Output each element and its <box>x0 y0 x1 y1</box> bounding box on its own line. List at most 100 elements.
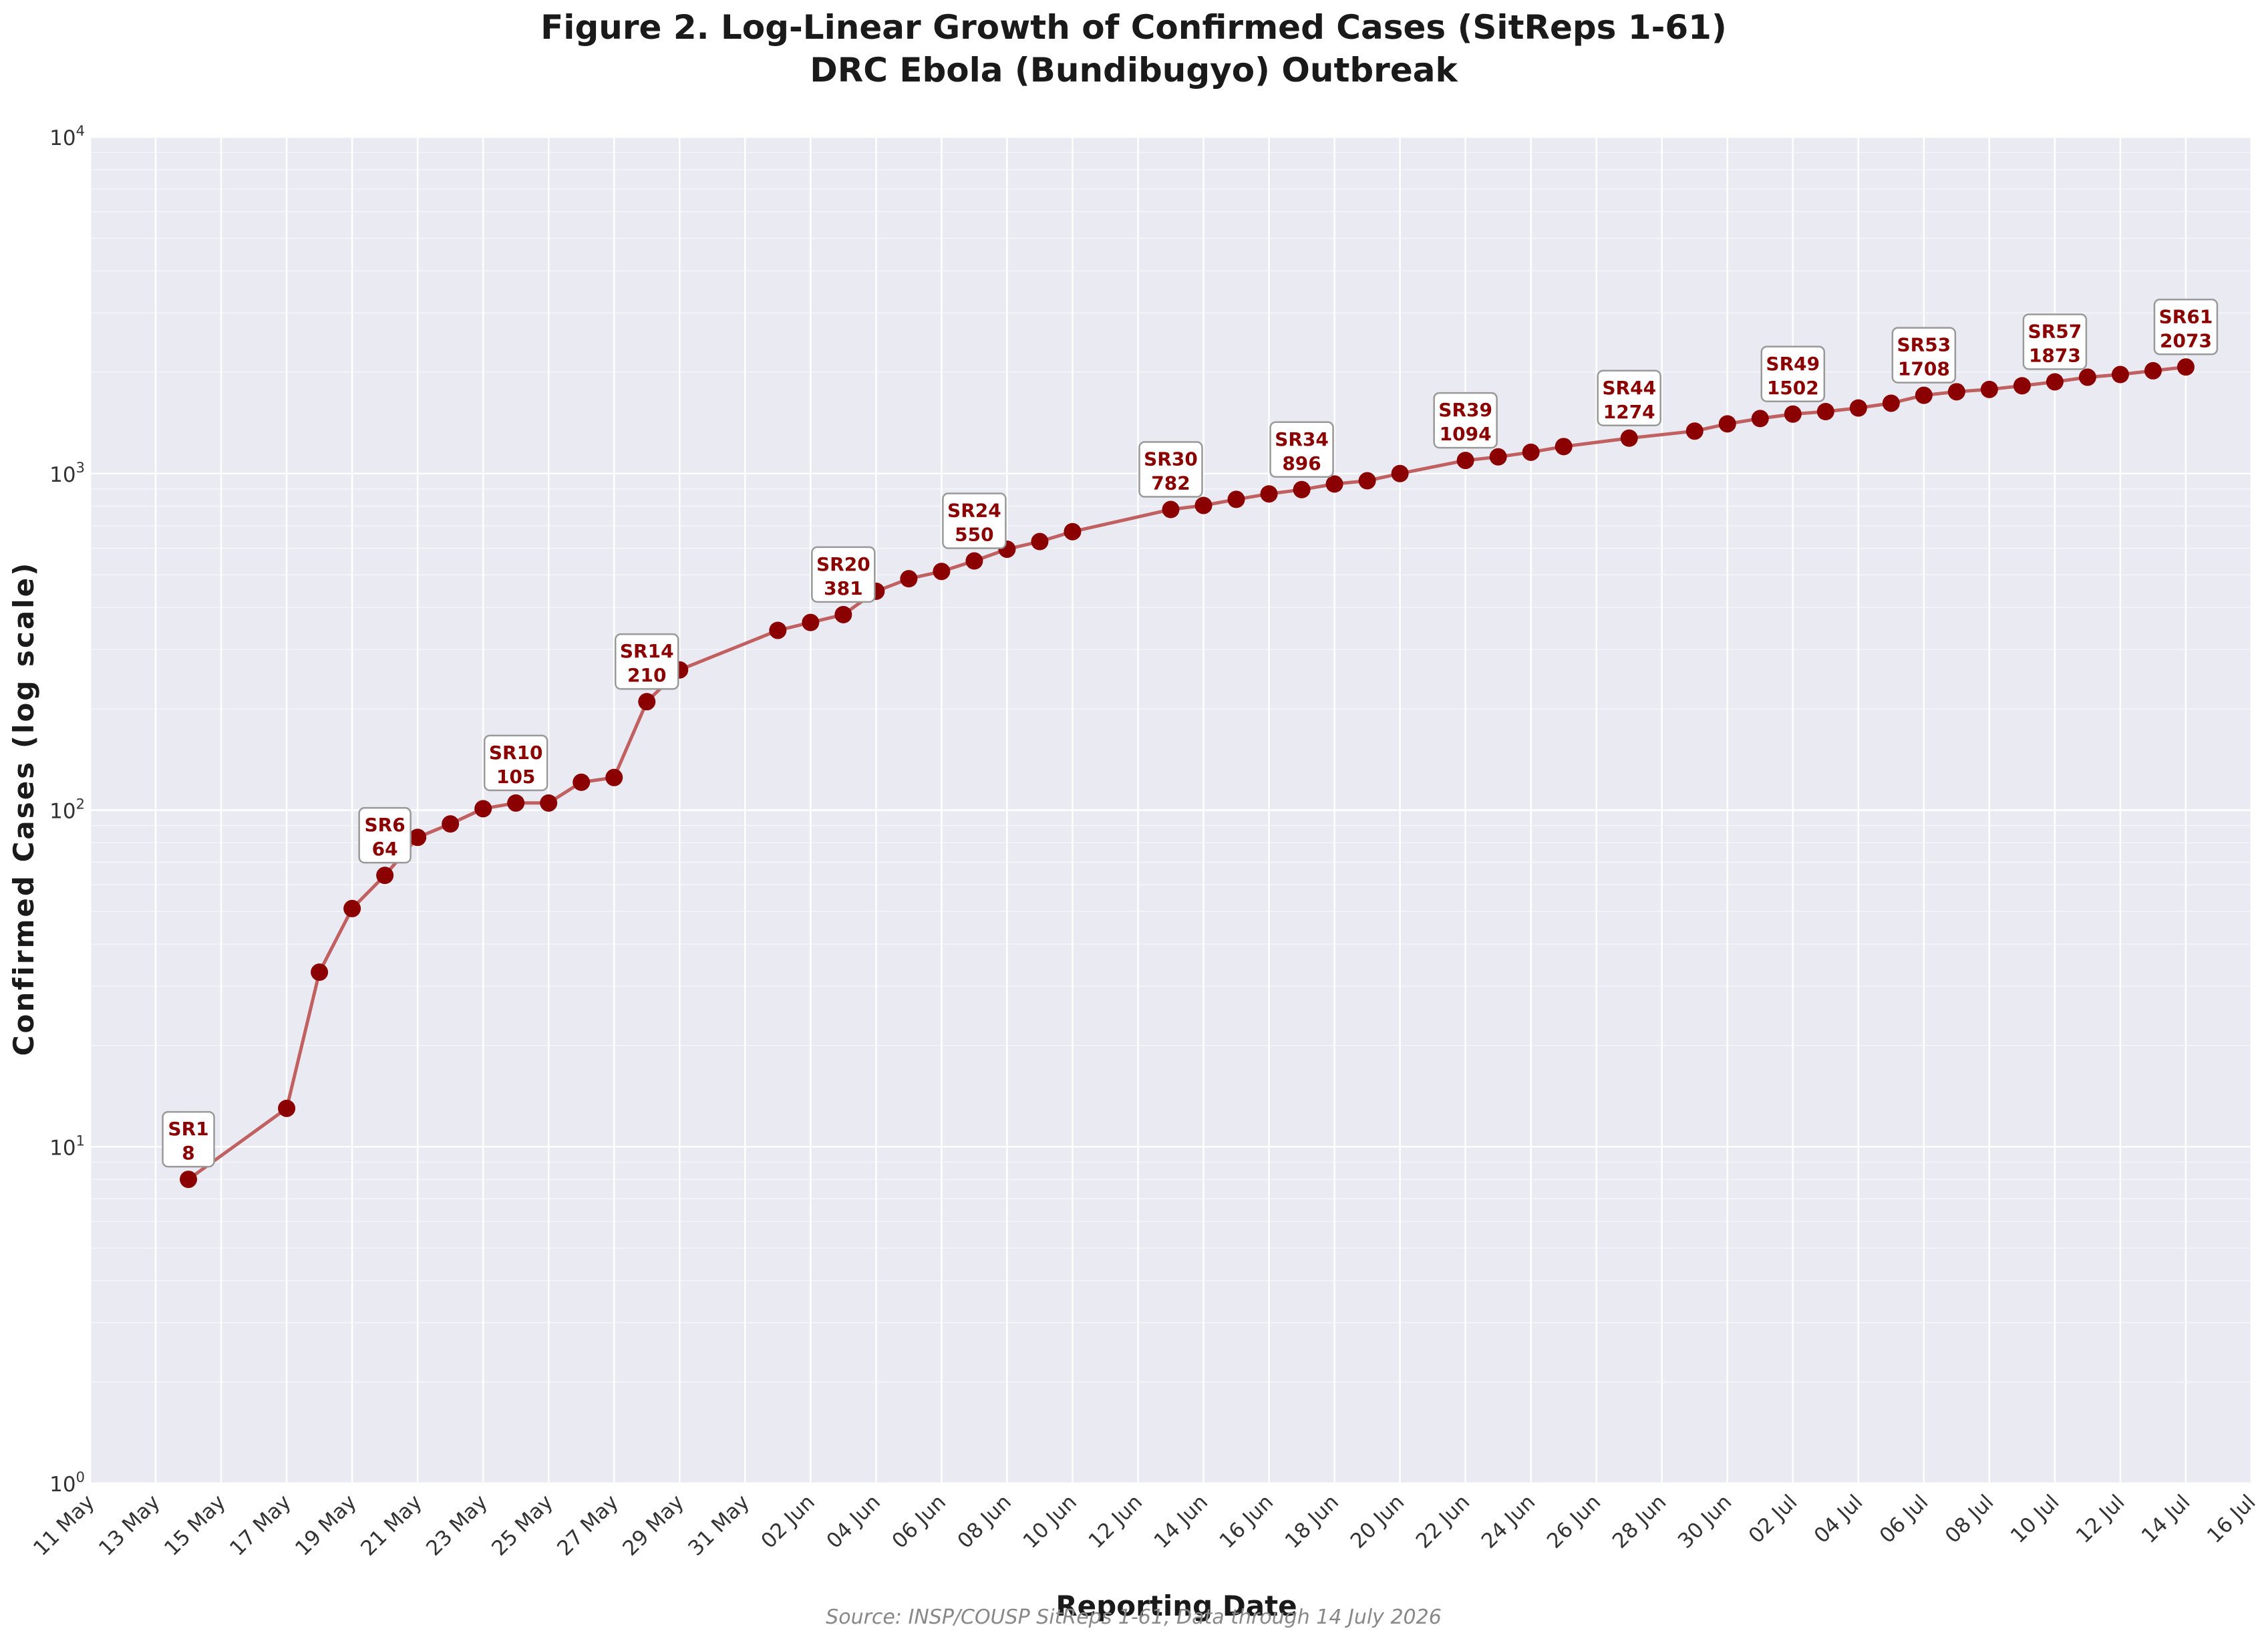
annotation-frame <box>1597 369 1661 427</box>
data-point <box>1915 386 1933 404</box>
data-point <box>376 867 394 885</box>
data-point <box>1522 443 1540 461</box>
x-tick-label: 16 Jun <box>1215 1490 1279 1553</box>
x-tick-label: 06 Jun <box>887 1490 951 1553</box>
data-point <box>343 899 361 917</box>
y-tick-label: 104 <box>49 123 85 150</box>
x-tick-label: 30 Jun <box>1673 1490 1737 1553</box>
x-tick-label: 19 May <box>291 1490 361 1561</box>
annotation-label: SR20 <box>816 553 870 575</box>
x-tick-label: 24 Jun <box>1477 1490 1541 1553</box>
annotation-count: 8 <box>182 1142 194 1164</box>
annotation-count: 1094 <box>1440 423 1492 445</box>
annotation-count: 381 <box>824 577 862 599</box>
annotation-frame <box>2153 299 2219 355</box>
data-point <box>474 800 492 818</box>
chart-title: Figure 2. Log-Linear Growth of Confirmed… <box>540 8 1727 47</box>
data-point <box>1849 399 1867 417</box>
y-tick-label: 103 <box>49 460 85 487</box>
data-point <box>2013 377 2031 395</box>
data-point <box>1816 402 1834 420</box>
grid-lines <box>89 136 2253 1485</box>
annotation-label: SR30 <box>1144 448 1198 470</box>
data-point <box>2111 365 2129 384</box>
x-tick-label: 08 Jul <box>1941 1490 1999 1548</box>
data-point <box>2046 373 2064 391</box>
data-point <box>1162 500 1180 518</box>
x-tick-label: 14 Jul <box>2137 1490 2195 1548</box>
x-tick-label: 27 May <box>552 1490 623 1561</box>
annotation-frame <box>1138 441 1203 498</box>
x-tick-label: 28 Jun <box>1608 1490 1671 1553</box>
x-tick-label: 17 May <box>225 1490 296 1561</box>
annotation-label: SR53 <box>1897 334 1951 356</box>
x-tick-label: 13 May <box>94 1490 165 1561</box>
annotation-frame <box>483 734 548 792</box>
annotation-frame <box>942 492 1007 549</box>
data-point <box>1620 429 1638 447</box>
annotation-frame <box>2022 313 2088 370</box>
annotation-count: 1502 <box>1767 377 1819 399</box>
annotation-frame <box>1269 421 1334 478</box>
annotation-label: SR49 <box>1766 353 1820 375</box>
x-tick-label: 04 Jul <box>1810 1490 1868 1548</box>
annotation-frame <box>1760 345 1826 403</box>
annotation-count: 1708 <box>1898 358 1950 380</box>
data-point <box>1325 475 1343 493</box>
annotation-label: SR14 <box>620 640 674 662</box>
data-point <box>1555 438 1573 456</box>
y-axis-ticks: 100 101 102 103 104 <box>49 123 85 1497</box>
x-tick-label: 12 Jul <box>2072 1490 2130 1548</box>
annotation-label: SR61 <box>2159 305 2213 327</box>
x-tick-label: 29 May <box>618 1490 689 1561</box>
data-point <box>1260 485 1278 503</box>
data-points <box>180 358 2195 1189</box>
x-tick-label: 10 Jun <box>1019 1490 1082 1553</box>
data-point <box>638 693 656 711</box>
data-point <box>802 613 820 631</box>
annotation-label: SR44 <box>1602 377 1656 399</box>
x-axis-label: Reporting Date <box>1056 1590 1297 1622</box>
data-point <box>2078 368 2096 386</box>
y-tick-label: 100 <box>49 1469 85 1497</box>
annotation-frame <box>811 546 876 603</box>
data-point <box>1980 380 1998 398</box>
annotation-count: 210 <box>627 664 666 686</box>
data-point <box>1227 490 1245 508</box>
data-point <box>2176 358 2195 376</box>
y-tick-label: 102 <box>49 796 85 824</box>
y-tick-label: 101 <box>49 1133 85 1160</box>
annotation-frame <box>162 1110 215 1168</box>
data-point <box>1489 448 1507 466</box>
data-point <box>540 794 558 812</box>
data-point <box>1391 464 1409 482</box>
data-point <box>1194 496 1212 514</box>
x-tick-label: 18 Jun <box>1281 1490 1344 1553</box>
data-point <box>769 621 787 639</box>
x-tick-label: 04 Jun <box>822 1490 885 1553</box>
x-tick-label: 06 Jul <box>1875 1490 1933 1548</box>
data-point <box>1064 522 1082 541</box>
data-point <box>278 1099 296 1117</box>
source-note: Source: INSP/COUSP SitReps 1-61, Data th… <box>826 1606 1442 1629</box>
x-tick-label: 26 Jun <box>1543 1490 1606 1553</box>
data-point <box>933 563 951 581</box>
data-point <box>180 1171 198 1189</box>
annotation-count: 105 <box>496 766 535 788</box>
annotation-frame <box>1891 327 1957 384</box>
data-point <box>1358 472 1376 490</box>
x-tick-label: 31 May <box>683 1490 754 1561</box>
x-tick-label: 02 Jun <box>756 1490 820 1553</box>
x-tick-label: 11 May <box>29 1490 100 1561</box>
x-tick-label: 16 Jul <box>2203 1490 2261 1548</box>
